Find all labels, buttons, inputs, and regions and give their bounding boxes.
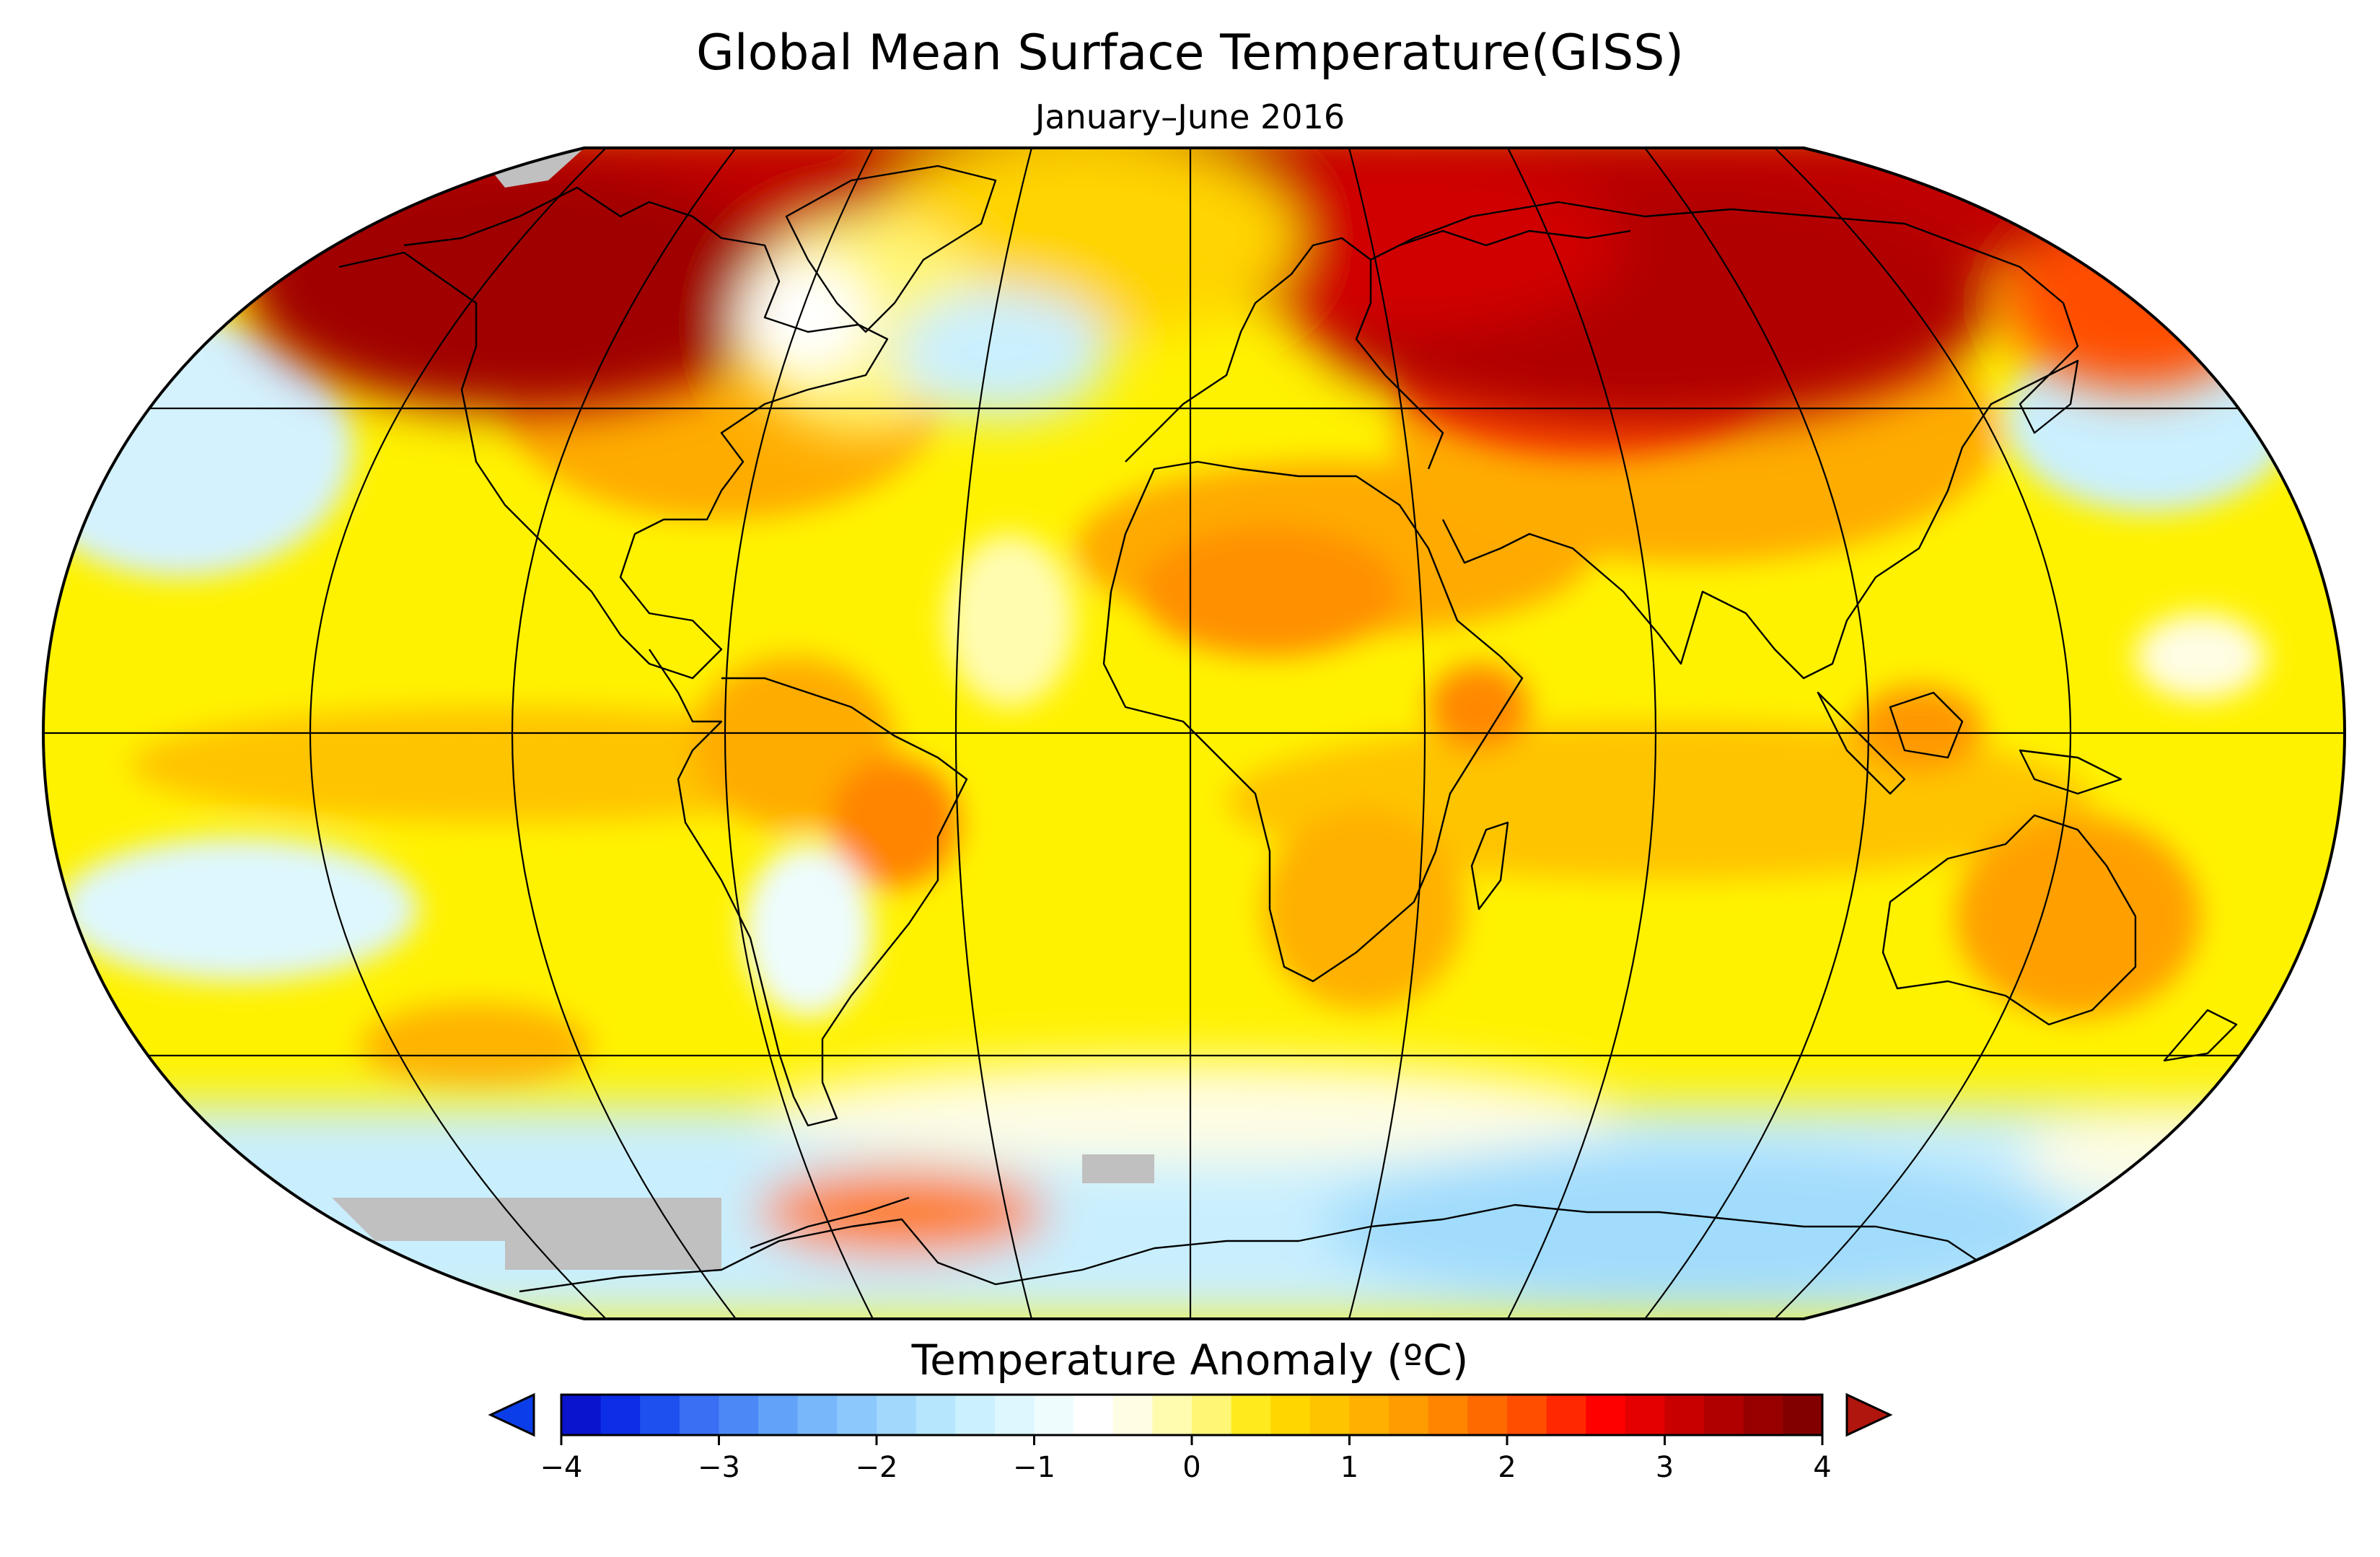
coastline-siberia-north — [1399, 229, 1631, 247]
coastline-greenland — [785, 165, 997, 333]
colorbar-tick-label: 1 — [1340, 1451, 1359, 1484]
colorbar-tick-label: 0 — [1182, 1451, 1201, 1484]
coastline-antarctic-peninsula — [750, 1196, 910, 1250]
colorbar — [488, 1392, 1893, 1445]
meridian-line — [1774, 148, 2072, 1319]
colorbar-cell — [1625, 1395, 1666, 1435]
meridian-line — [1348, 148, 1426, 1319]
chart-subtitle: January–June 2016 — [1035, 97, 1345, 136]
coastline-south-america — [649, 649, 968, 1127]
coastline-new-zealand — [2163, 1009, 2238, 1062]
colorbar-cell — [1192, 1395, 1232, 1435]
colorbar-cell — [1783, 1395, 1823, 1435]
no-data-region — [1082, 1154, 1154, 1183]
colorbar-tick-marks — [560, 1435, 1824, 1445]
colorbar-tick-label: −4 — [540, 1451, 583, 1484]
colorbar-cell — [877, 1395, 917, 1435]
colorbar-cell — [1112, 1395, 1153, 1435]
colorbar-cell — [1704, 1395, 1744, 1435]
colorbar-cell — [1152, 1395, 1193, 1435]
colorbar-cell — [1743, 1395, 1783, 1435]
coastline-madagascar — [1470, 821, 1509, 911]
meridian-line — [511, 148, 737, 1319]
coastline-antarctica — [519, 1203, 1993, 1299]
colorbar-cell — [1309, 1395, 1351, 1435]
colorbar-tick-label: −3 — [698, 1451, 740, 1484]
colorbar-tick-label: 2 — [1498, 1451, 1516, 1484]
colorbar-cell — [994, 1395, 1035, 1435]
colorbar-cell — [1073, 1395, 1114, 1435]
coastline-borneo — [1889, 691, 1964, 759]
coastline-africa — [1102, 460, 1524, 983]
colorbar-cell — [1467, 1395, 1508, 1435]
colorbar-cell — [1231, 1395, 1271, 1435]
colorbar-cell — [1034, 1395, 1074, 1435]
colorbar-cell — [679, 1395, 720, 1435]
chart-title: Global Mean Surface Temperature(GISS) — [696, 25, 1684, 82]
coastlines — [338, 165, 2238, 1299]
meridian-line — [1644, 148, 1870, 1319]
colorbar-cell — [561, 1395, 602, 1435]
colorbar-tick-label: −2 — [855, 1451, 898, 1484]
colorbar-cell — [1349, 1395, 1389, 1435]
colorbar-cell — [837, 1395, 877, 1435]
coastline-japan — [2019, 359, 2079, 434]
colorbar-over-arrow — [1845, 1392, 1893, 1437]
graticule — [43, 148, 2345, 1319]
colorbar-cell — [1270, 1395, 1311, 1435]
colorbar-tick-label: 3 — [1655, 1451, 1674, 1484]
colorbar-cell — [915, 1395, 956, 1435]
meridian-line — [309, 148, 607, 1319]
colorbar-cell — [1546, 1395, 1586, 1435]
colorbar-cell — [797, 1395, 838, 1435]
colorbar-cell — [1389, 1395, 1429, 1435]
colorbar-cell — [640, 1395, 680, 1435]
colorbar-cell — [600, 1395, 641, 1435]
colorbar-cell — [719, 1395, 759, 1435]
meridian-line — [724, 148, 874, 1319]
coastline-north-america — [338, 186, 889, 680]
map-border — [41, 146, 2347, 1320]
coastline-sumatra — [1817, 691, 1906, 795]
colorbar-tick-label: −1 — [1013, 1451, 1055, 1484]
coastline-asia — [1370, 201, 2079, 680]
colorbar-cell — [1586, 1395, 1626, 1435]
colorbar-cell — [1507, 1395, 1547, 1435]
colorbar-cell — [1428, 1395, 1468, 1435]
colorbar-cells — [561, 1395, 1823, 1435]
colorbar-title: Temperature Anomaly (ºC) — [911, 1335, 1469, 1385]
colorbar-cell — [758, 1395, 799, 1435]
meridian-line — [1507, 148, 1657, 1319]
colorbar-cell — [955, 1395, 996, 1435]
coastline-australia — [1881, 814, 2137, 1026]
coastline-europe — [1125, 237, 1444, 470]
colorbar-under-arrow — [488, 1392, 535, 1437]
colorbar-cell — [1664, 1395, 1705, 1435]
coastline-new-guinea — [2019, 749, 2122, 795]
meridian-line — [954, 148, 1033, 1319]
colorbar-tick-label: 4 — [1813, 1451, 1832, 1484]
